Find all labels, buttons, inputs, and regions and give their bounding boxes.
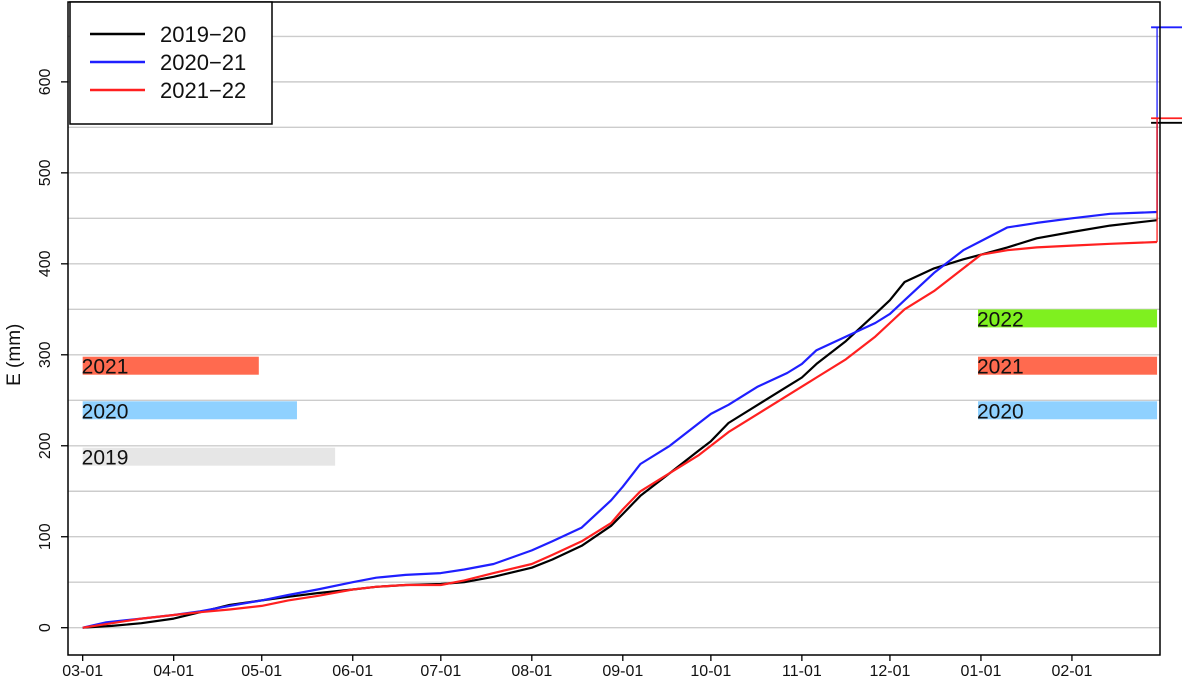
x-tick-label: 08-01 xyxy=(511,663,552,680)
year-bar xyxy=(82,356,259,375)
x-tick-label: 02-01 xyxy=(1051,663,1092,680)
year-bar-label: 2022 xyxy=(977,308,1024,331)
x-tick-label: 09-01 xyxy=(602,663,643,680)
y-tick-label: 500 xyxy=(37,159,54,186)
x-tick-label: 10-01 xyxy=(690,663,731,680)
y-tick-label: 100 xyxy=(37,523,54,550)
legend: 2019−20 2020−21 2021−22 xyxy=(69,1,273,125)
year-bar-label: 2020 xyxy=(977,400,1024,423)
year-bar xyxy=(978,356,1158,375)
series-line xyxy=(82,219,1158,629)
year-bar xyxy=(82,447,336,466)
y-tick-label: 400 xyxy=(37,250,54,277)
x-tick-label: 03-01 xyxy=(62,663,103,680)
y-tick-label: 200 xyxy=(37,432,54,459)
plot-frame xyxy=(67,1,1161,656)
x-tick-label: 11-01 xyxy=(782,663,822,680)
y-tick-label: 0 xyxy=(37,623,54,632)
x-tick-label: 01-01 xyxy=(960,663,1001,680)
y-axis: 0 100 200 300 400 500 600 xyxy=(37,68,68,632)
x-tick-label: 06-01 xyxy=(332,663,373,680)
series-lines xyxy=(82,210,1158,629)
year-bar xyxy=(82,401,297,420)
legend-entry: 2019−20 xyxy=(160,22,246,47)
series-line xyxy=(82,240,1158,629)
series-line xyxy=(82,210,1158,629)
x-tick-label: 04-01 xyxy=(153,663,194,680)
year-bar-label: 2021 xyxy=(977,356,1024,379)
legend-entry: 2021−22 xyxy=(160,78,246,103)
year-bars: 2021 2020 2019 2022 2021 2020 xyxy=(82,308,1158,470)
year-bar xyxy=(978,401,1158,420)
end-error-bars xyxy=(1151,26,1182,242)
grid-lines xyxy=(68,35,1160,629)
x-tick-label: 05-01 xyxy=(241,663,282,680)
y-axis-label: E (mm) xyxy=(4,324,25,386)
y-tick-label: 300 xyxy=(37,341,54,368)
x-tick-label: 12-01 xyxy=(869,663,910,680)
year-bar-label: 2020 xyxy=(82,400,129,423)
year-bar-label: 2019 xyxy=(82,447,129,470)
y-tick-label: 600 xyxy=(37,68,54,95)
year-bar-label: 2021 xyxy=(82,356,129,379)
x-axis: 03-01 04-01 05-01 06-01 07-01 08-01 09-01 10-01… xyxy=(62,655,1092,680)
legend-entry: 2020−21 xyxy=(160,50,246,75)
x-tick-label: 07-01 xyxy=(420,663,461,680)
year-bar xyxy=(978,309,1158,328)
